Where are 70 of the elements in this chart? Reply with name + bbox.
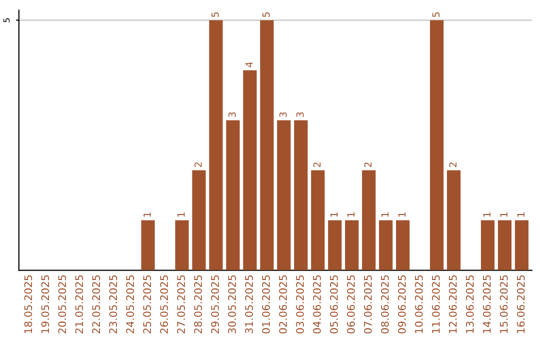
x-tick-label: 15.06.2025 bbox=[500, 275, 508, 333]
bar bbox=[260, 20, 274, 270]
data-label: 1 bbox=[517, 212, 524, 217]
x-tick-label: 23.05.2025 bbox=[109, 275, 118, 334]
x-tick-label: 11.06.2025 bbox=[432, 275, 440, 333]
x-tick-label: 29.05.2025 bbox=[211, 275, 219, 334]
data-label: 1 bbox=[398, 212, 406, 217]
bar bbox=[514, 220, 529, 270]
bar bbox=[192, 170, 206, 270]
data-label: 1 bbox=[330, 212, 338, 217]
bar bbox=[328, 220, 342, 270]
x-tick-label: 21.05.2025 bbox=[75, 275, 84, 334]
x-tick-label: 04.06.2025 bbox=[313, 275, 321, 334]
data-label: 1 bbox=[500, 212, 508, 217]
data-label: 3 bbox=[296, 112, 304, 117]
data-label: 3 bbox=[228, 112, 236, 117]
bar bbox=[379, 220, 393, 270]
bar bbox=[396, 220, 410, 270]
data-label: 3 bbox=[279, 112, 287, 117]
x-tick-label: 13.06.2025 bbox=[466, 275, 474, 333]
x-tick-label: 06.06.2025 bbox=[346, 275, 355, 334]
x-tick-label: 25.05.2025 bbox=[143, 275, 152, 334]
data-label: 1 bbox=[144, 212, 151, 217]
x-tick-label: 27.05.2025 bbox=[177, 275, 185, 334]
x-tick-label: 26.05.2025 bbox=[160, 275, 168, 334]
bar bbox=[480, 220, 495, 270]
bar bbox=[362, 170, 376, 270]
bar bbox=[294, 120, 308, 270]
bar bbox=[311, 170, 325, 270]
data-label: 2 bbox=[194, 162, 202, 168]
x-tick-label: 22.05.2025 bbox=[92, 275, 100, 334]
bar bbox=[141, 220, 155, 270]
x-tick-label: 18.05.2025 bbox=[24, 275, 32, 333]
bar bbox=[175, 220, 189, 270]
bar bbox=[446, 170, 461, 270]
data-label: 2 bbox=[364, 162, 372, 168]
x-tick-label: 08.06.2025 bbox=[380, 275, 389, 334]
x-tick-label: 28.05.2025 bbox=[194, 275, 202, 334]
bar bbox=[430, 20, 444, 270]
data-label: 1 bbox=[381, 212, 388, 217]
x-tick-label: 20.05.2025 bbox=[58, 275, 66, 334]
data-label: 5 bbox=[432, 12, 440, 17]
x-tick-label: 09.06.2025 bbox=[398, 275, 406, 334]
data-label: 2 bbox=[313, 162, 321, 168]
x-tick-label: 14.06.2025 bbox=[482, 275, 491, 333]
x-tick-label: 30.05.2025 bbox=[228, 275, 236, 334]
x-tick-label: 01.06.2025 bbox=[262, 275, 270, 334]
x-tick-label: 12.06.2025 bbox=[448, 275, 457, 333]
data-label: 4 bbox=[246, 62, 253, 68]
data-label: 1 bbox=[347, 212, 355, 217]
bar bbox=[498, 220, 512, 270]
x-tick-label: 24.05.2025 bbox=[126, 275, 134, 334]
bar bbox=[277, 120, 291, 270]
bar bbox=[345, 220, 359, 270]
data-label: 1 bbox=[178, 212, 185, 217]
bar bbox=[226, 120, 240, 270]
x-tick-label: 07.06.2025 bbox=[364, 275, 372, 334]
data-label: 1 bbox=[483, 212, 490, 217]
x-tick-label: 03.06.2025 bbox=[296, 275, 304, 334]
x-tick-label: 16.06.2025 bbox=[516, 275, 525, 333]
bar bbox=[209, 20, 223, 270]
x-tick-label: 10.06.2025 bbox=[414, 275, 423, 333]
data-label: 5 bbox=[212, 12, 219, 17]
x-tick-label: 31.05.2025 bbox=[245, 275, 253, 334]
x-tick-label: 05.06.2025 bbox=[330, 275, 338, 334]
data-label: 5 bbox=[262, 12, 270, 17]
x-tick-label: 02.06.2025 bbox=[279, 275, 287, 334]
data-label: 2 bbox=[449, 162, 456, 168]
bar bbox=[243, 70, 257, 270]
x-tick-label: 19.05.2025 bbox=[41, 275, 50, 333]
